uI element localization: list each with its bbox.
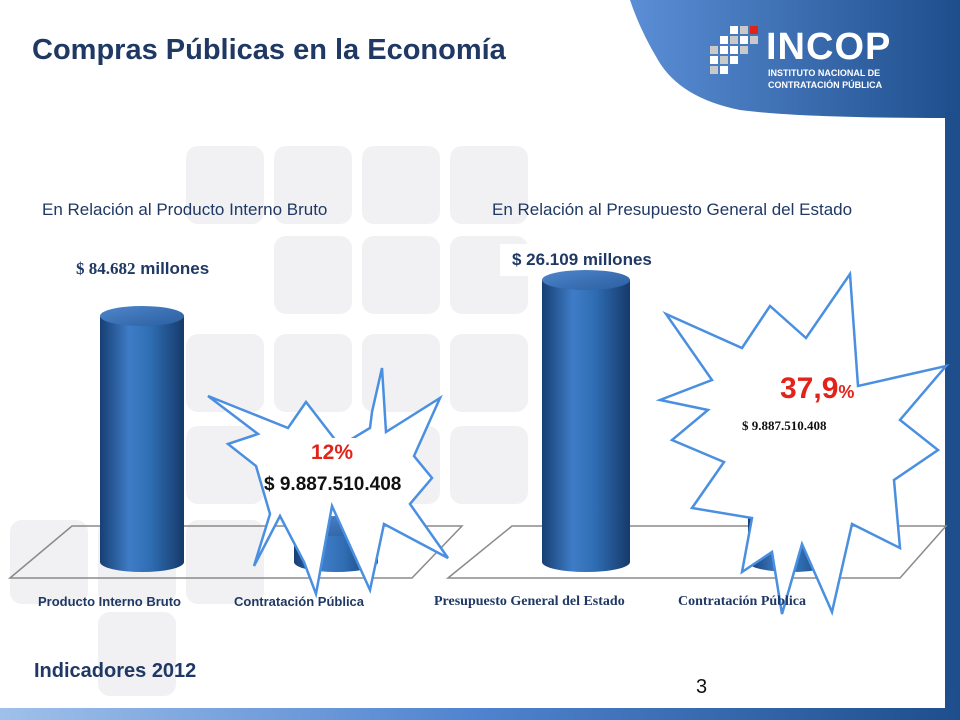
page-title: Compras Públicas en la Economía (32, 34, 506, 66)
header-band (630, 0, 960, 118)
left-category-1: Producto Interno Bruto (38, 594, 181, 609)
right-total-value: $ 26.109 millones (512, 250, 652, 269)
right-chart-floor (445, 525, 948, 579)
right-subtitle: En Relación al Presupuesto General del E… (492, 200, 853, 219)
left-category-2: Contratación Pública (234, 594, 365, 609)
right-starburst-icon (655, 270, 950, 616)
left-subtitle: En Relación al Producto Interno Bruto (42, 200, 328, 219)
bottom-frame-bar (0, 680, 960, 720)
right-percent-value: 37,9 (780, 372, 839, 405)
right-percent: 37,9% (780, 372, 854, 406)
left-percent: 12% (292, 438, 372, 468)
chart2-bar-1 (542, 270, 630, 572)
logo-name: INCOP (766, 26, 892, 68)
page-number: 3 (696, 676, 708, 698)
right-frame-bar (945, 112, 960, 720)
left-starburst-icon (207, 367, 450, 599)
chart1-bar-1 (100, 306, 184, 572)
left-total-unit: millones (140, 259, 210, 278)
logo-line1: INSTITUTO NACIONAL DE (768, 68, 881, 78)
left-total-value: $ 84.682 (76, 259, 136, 278)
left-amount: $ 9.887.510.408 (264, 474, 402, 495)
right-percent-sign: % (838, 382, 855, 402)
right-category-1: Presupuesto General del Estado (434, 594, 625, 609)
footer-indicators: Indicadores 2012 (34, 660, 197, 682)
left-chart-floor (7, 525, 464, 579)
incop-logo-icon (710, 26, 758, 74)
right-total-label: $ 26.109 millones (500, 244, 714, 276)
left-total-label: $ 84.682 millones (64, 252, 274, 286)
right-amount: $ 9.887.510.408 (742, 418, 827, 433)
logo-line2: CONTRATACIÓN PÚBLICA (768, 80, 883, 90)
right-category-2: Contratación Pública (678, 594, 806, 609)
